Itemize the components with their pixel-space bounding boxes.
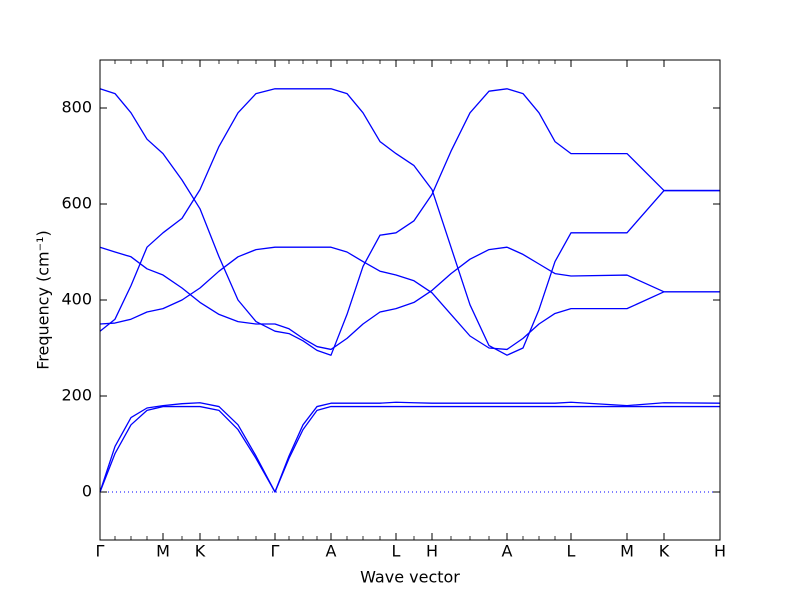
y-axis-label: Frequency (cm⁻¹) (34, 230, 53, 369)
band-line (99, 246, 720, 351)
y-tick-label: 800 (61, 98, 92, 117)
x-tick-label: H (714, 542, 726, 561)
x-tick-label: M (156, 542, 170, 561)
x-tick-label: A (502, 542, 513, 561)
x-tick-label: A (326, 542, 337, 561)
y-tick-label: 600 (61, 194, 92, 213)
band-line (99, 405, 720, 493)
band-line (99, 88, 720, 356)
x-tick-label: Γ (271, 542, 280, 561)
x-axis-label: Wave vector (360, 568, 460, 587)
x-tick-label: Γ (96, 542, 105, 561)
band-line (99, 246, 720, 351)
plot-frame (99, 59, 721, 541)
x-tick-label: M (620, 542, 634, 561)
y-tick-label: 400 (61, 290, 92, 309)
y-tick-label: 0 (82, 482, 92, 501)
band-line (99, 401, 721, 493)
x-tick-label: L (392, 542, 401, 561)
x-tick-label: H (426, 542, 438, 561)
x-tick-label: L (567, 542, 576, 561)
y-tick-label: 200 (61, 386, 92, 405)
x-tick-label: K (195, 542, 206, 561)
band-line (99, 88, 720, 356)
x-tick-label: K (659, 542, 670, 561)
